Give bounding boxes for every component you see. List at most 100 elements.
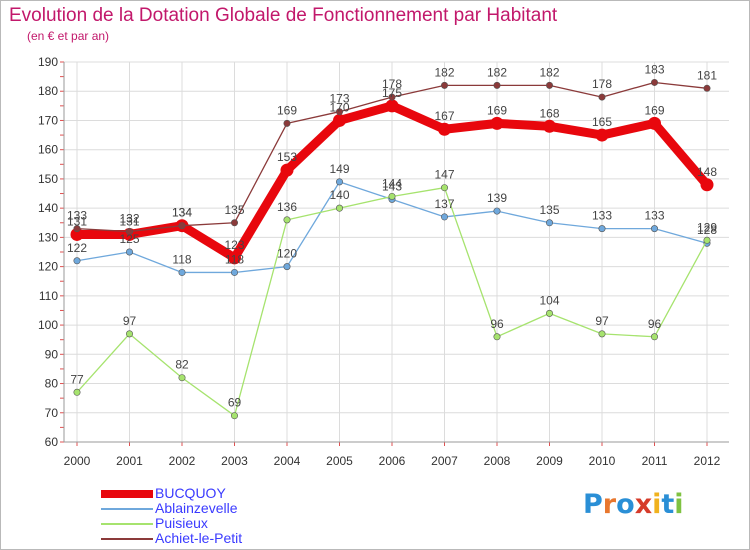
- data-label-ablainzevelle: 133: [644, 209, 664, 223]
- data-label-achiet-le-petit: 133: [67, 209, 87, 223]
- data-point-achiet-le-petit: [703, 84, 711, 92]
- data-point-puisieux: [598, 330, 606, 338]
- data-label-ablainzevelle: 137: [434, 197, 454, 211]
- data-label-bucquoy: 134: [172, 206, 192, 220]
- legend-label: Achiet-le-Petit: [155, 530, 243, 546]
- data-label-achiet-le-petit: 182: [434, 65, 454, 79]
- x-tick-label: 2002: [169, 454, 196, 468]
- data-point-puisieux: [283, 216, 291, 224]
- data-point-bucquoy: [543, 119, 556, 133]
- y-tick-label: 90: [45, 347, 59, 361]
- data-label-bucquoy: 169: [487, 103, 507, 117]
- data-label-puisieux: 82: [175, 358, 189, 372]
- x-tick-label: 2001: [116, 454, 143, 468]
- data-label-ablainzevelle: 133: [592, 209, 612, 223]
- data-point-achiet-le-petit: [440, 81, 448, 89]
- data-point-puisieux: [178, 374, 186, 382]
- data-label-bucquoy: 175: [382, 86, 402, 100]
- data-label-puisieux: 97: [595, 314, 609, 328]
- data-point-bucquoy: [280, 163, 294, 177]
- data-label-ablainzevelle: 122: [67, 241, 87, 255]
- legend-item-puisieux: Puisieux: [101, 515, 361, 532]
- data-label-bucquoy: 165: [592, 115, 612, 129]
- data-point-achiet-le-petit: [545, 81, 553, 89]
- data-point-achiet-le-petit: [73, 225, 81, 233]
- data-label-achiet-le-petit: 169: [277, 103, 297, 117]
- logo-letter: t: [661, 489, 675, 520]
- data-point-achiet-le-petit: [493, 81, 501, 89]
- data-label-ablainzevelle: 125: [119, 232, 139, 246]
- data-point-ablainzevelle: [126, 248, 134, 256]
- data-point-puisieux: [335, 204, 343, 212]
- data-label-ablainzevelle: 135: [539, 203, 559, 217]
- x-tick-label: 2009: [536, 454, 563, 468]
- data-label-puisieux: 69: [228, 396, 242, 410]
- data-label-ablainzevelle: 120: [277, 247, 297, 261]
- legend-label: BUCQUOY: [155, 485, 226, 501]
- data-label-puisieux: 77: [70, 372, 84, 386]
- data-label-ablainzevelle: 118: [225, 252, 244, 266]
- data-label-ablainzevelle: 128: [697, 223, 717, 237]
- data-label-achiet-le-petit: 132: [119, 212, 139, 226]
- data-label-achiet-le-petit: 134: [172, 206, 192, 220]
- logo-letter: r: [602, 489, 617, 520]
- logo-letter: x: [634, 489, 653, 520]
- logo-letter: o: [616, 489, 635, 520]
- data-label-puisieux: 144: [382, 176, 402, 190]
- data-point-ablainzevelle: [231, 268, 239, 276]
- data-point-achiet-le-petit: [231, 219, 239, 227]
- data-label-bucquoy: 148: [697, 165, 717, 179]
- data-label-bucquoy: 167: [434, 109, 454, 123]
- legend-item-achiet-le-petit: Achiet-le-Petit: [101, 530, 361, 547]
- data-point-bucquoy: [648, 116, 661, 130]
- legend-label: Ablainzevelle: [155, 500, 238, 516]
- y-tick-label: 160: [38, 143, 58, 157]
- y-tick-label: 80: [45, 377, 59, 391]
- data-label-achiet-le-petit: 182: [487, 65, 507, 79]
- data-label-achiet-le-petit: 178: [382, 77, 402, 91]
- data-point-achiet-le-petit: [335, 108, 343, 116]
- data-label-puisieux: 147: [434, 168, 454, 182]
- data-point-achiet-le-petit: [126, 228, 134, 236]
- data-label-puisieux: 129: [697, 220, 717, 234]
- data-point-achiet-le-petit: [598, 93, 606, 101]
- data-label-achiet-le-petit: 183: [644, 62, 664, 76]
- data-point-puisieux: [231, 412, 239, 420]
- data-point-bucquoy: [333, 113, 346, 127]
- data-point-ablainzevelle: [545, 219, 553, 227]
- x-tick-label: 2006: [379, 454, 406, 468]
- x-tick-label: 2012: [694, 454, 721, 468]
- y-tick-label: 190: [38, 55, 58, 69]
- data-point-ablainzevelle: [650, 225, 658, 233]
- data-label-bucquoy: 153: [277, 150, 297, 164]
- legend-item-bucquoy: BUCQUOY: [101, 485, 361, 502]
- data-point-ablainzevelle: [493, 207, 501, 215]
- data-point-bucquoy: [385, 99, 399, 113]
- data-point-ablainzevelle: [73, 257, 81, 265]
- data-point-achiet-le-petit: [283, 119, 291, 127]
- y-tick-label: 100: [38, 318, 58, 332]
- data-label-bucquoy: 131: [119, 214, 139, 228]
- data-point-bucquoy: [438, 122, 451, 136]
- data-point-achiet-le-petit: [178, 222, 186, 230]
- x-tick-label: 2000: [64, 454, 91, 468]
- x-tick-label: 2010: [589, 454, 616, 468]
- data-label-achiet-le-petit: 135: [224, 203, 244, 217]
- data-point-bucquoy: [70, 227, 84, 241]
- x-tick-label: 2007: [431, 454, 458, 468]
- data-label-ablainzevelle: 143: [382, 179, 402, 193]
- data-point-bucquoy: [595, 128, 609, 142]
- logo-letter: i: [652, 489, 662, 520]
- data-label-puisieux: 104: [539, 293, 559, 307]
- data-label-puisieux: 140: [329, 188, 349, 202]
- chart-subtitle: (en € et par an): [27, 29, 110, 43]
- data-point-ablainzevelle: [178, 268, 186, 276]
- legend-item-ablainzevelle: Ablainzevelle: [101, 500, 361, 517]
- data-label-achiet-le-petit: 173: [329, 92, 349, 106]
- data-point-puisieux: [126, 330, 134, 338]
- data-point-bucquoy: [700, 178, 714, 192]
- data-point-puisieux: [703, 236, 711, 244]
- data-point-ablainzevelle: [335, 178, 343, 186]
